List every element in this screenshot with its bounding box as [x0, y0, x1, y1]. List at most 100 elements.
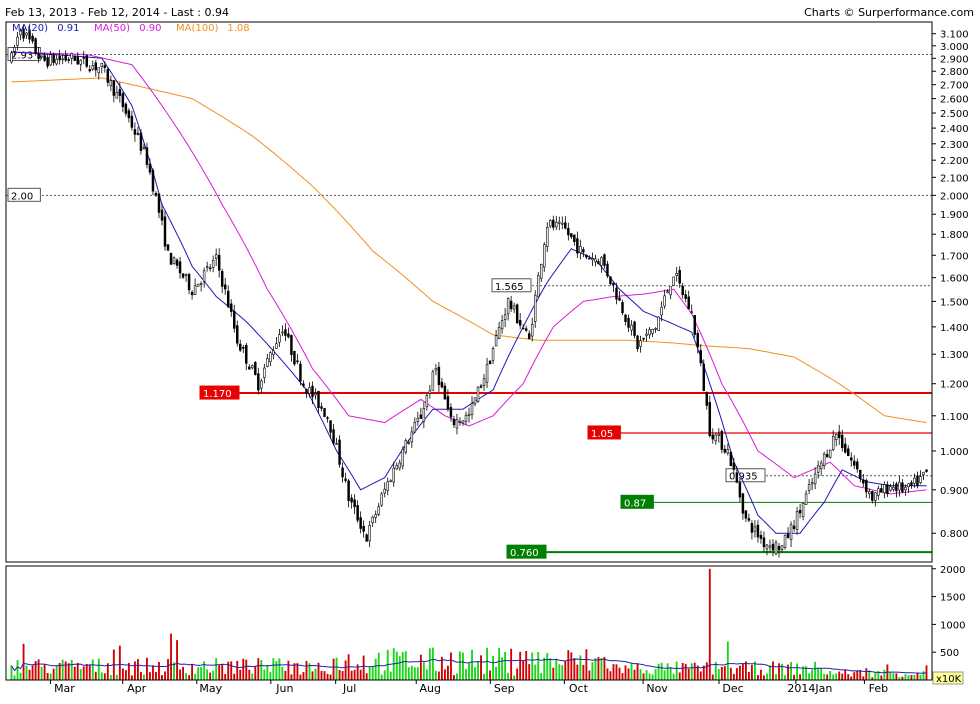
volume-bar	[248, 669, 251, 680]
month-label: Oct	[569, 682, 589, 695]
volume-bar	[754, 661, 756, 680]
candle-body	[886, 484, 889, 494]
volume-bar	[239, 669, 242, 680]
candle-body	[558, 221, 561, 224]
volume-ma-line	[11, 658, 927, 674]
volume-tick-label: 1000	[940, 620, 965, 631]
candle-body	[368, 525, 371, 542]
candle-body	[765, 544, 769, 550]
candle-body	[236, 325, 239, 344]
volume-bar	[648, 673, 651, 680]
volume-bar	[871, 677, 874, 680]
candle-body	[546, 227, 549, 247]
candle-body	[449, 407, 453, 418]
candle-body	[555, 221, 558, 228]
volume-bar	[555, 658, 558, 680]
volume-bar	[615, 664, 618, 680]
volume-bar	[191, 664, 194, 680]
volume-bar	[504, 651, 507, 680]
volume-bar	[624, 665, 627, 680]
candle-body	[88, 69, 91, 72]
candle-body	[272, 350, 275, 355]
volume-bar	[814, 661, 817, 680]
candle-body	[801, 503, 805, 517]
candle-body	[266, 358, 269, 367]
level-label: 1.565	[495, 282, 524, 293]
volume-bar	[43, 664, 46, 680]
candle-body	[651, 328, 654, 334]
volume-bar	[621, 673, 624, 680]
candle-body	[16, 36, 19, 46]
candle-body	[847, 448, 850, 457]
month-label: Jun	[275, 682, 293, 695]
month-label: Aug	[419, 682, 440, 695]
volume-bar	[901, 676, 904, 680]
volume-bar	[55, 665, 58, 680]
candle-body	[678, 269, 681, 284]
month-label: Sep	[494, 682, 515, 695]
candle-body	[386, 481, 389, 491]
candle-body	[166, 244, 170, 251]
volume-bar	[164, 671, 166, 680]
volume-bar	[684, 663, 687, 680]
candle-body	[837, 431, 841, 439]
volume-bar	[552, 667, 555, 680]
volume-bar	[462, 652, 464, 680]
ma50-line	[11, 51, 927, 495]
volume-bar	[302, 672, 305, 680]
candle-body	[196, 283, 200, 287]
price-tick-label: 3.000	[940, 42, 969, 53]
volume-bar	[687, 668, 690, 680]
volume-bar	[594, 658, 597, 680]
candle-body	[19, 30, 22, 36]
volume-bar	[296, 663, 299, 680]
volume-bar	[446, 665, 449, 680]
volume-bar	[459, 651, 461, 680]
candle-body	[440, 381, 444, 388]
volume-bar	[760, 669, 762, 680]
volume-bar	[401, 652, 404, 680]
volume-bar	[212, 670, 215, 680]
price-tick-label: 2.000	[940, 191, 969, 202]
candle-body	[356, 505, 359, 521]
level-label: 0.87	[624, 498, 646, 509]
volume-bar	[787, 664, 789, 680]
candle-body	[856, 461, 859, 470]
volume-bar	[606, 668, 609, 680]
volume-bar	[31, 665, 34, 680]
candle-body	[618, 297, 621, 301]
month-label: Apr	[127, 682, 147, 695]
level-label: 2.00	[11, 191, 33, 202]
volume-bar	[657, 663, 660, 680]
candle-body	[536, 275, 540, 298]
candle-body	[913, 477, 916, 484]
candle-body	[576, 238, 579, 254]
price-tick-label: 2.200	[940, 156, 969, 167]
candle-body	[877, 488, 880, 496]
candle-body	[127, 110, 131, 119]
volume-bar	[350, 670, 353, 680]
volume-bar	[317, 662, 320, 680]
candle-body	[612, 282, 615, 286]
candle-body	[97, 67, 101, 74]
candle-body	[723, 448, 727, 453]
volume-bar	[847, 674, 850, 680]
level-label: 1.05	[591, 429, 613, 440]
month-label: 2014Jan	[787, 682, 832, 695]
candle-body	[323, 408, 326, 417]
candle-body	[904, 486, 907, 491]
volume-bar	[103, 673, 106, 680]
candle-body	[302, 383, 305, 387]
volume-bar	[133, 661, 136, 680]
candle-body	[515, 304, 519, 324]
candle-body	[669, 286, 672, 296]
candle-body	[226, 290, 230, 308]
candle-body	[130, 115, 134, 128]
candle-body	[383, 488, 386, 494]
volume-bar	[94, 671, 97, 680]
volume-bar	[480, 655, 482, 680]
candle-body	[326, 417, 329, 419]
price-tick-label: 1.700	[940, 251, 969, 262]
candle-body	[898, 481, 901, 491]
candle-body	[744, 510, 748, 519]
